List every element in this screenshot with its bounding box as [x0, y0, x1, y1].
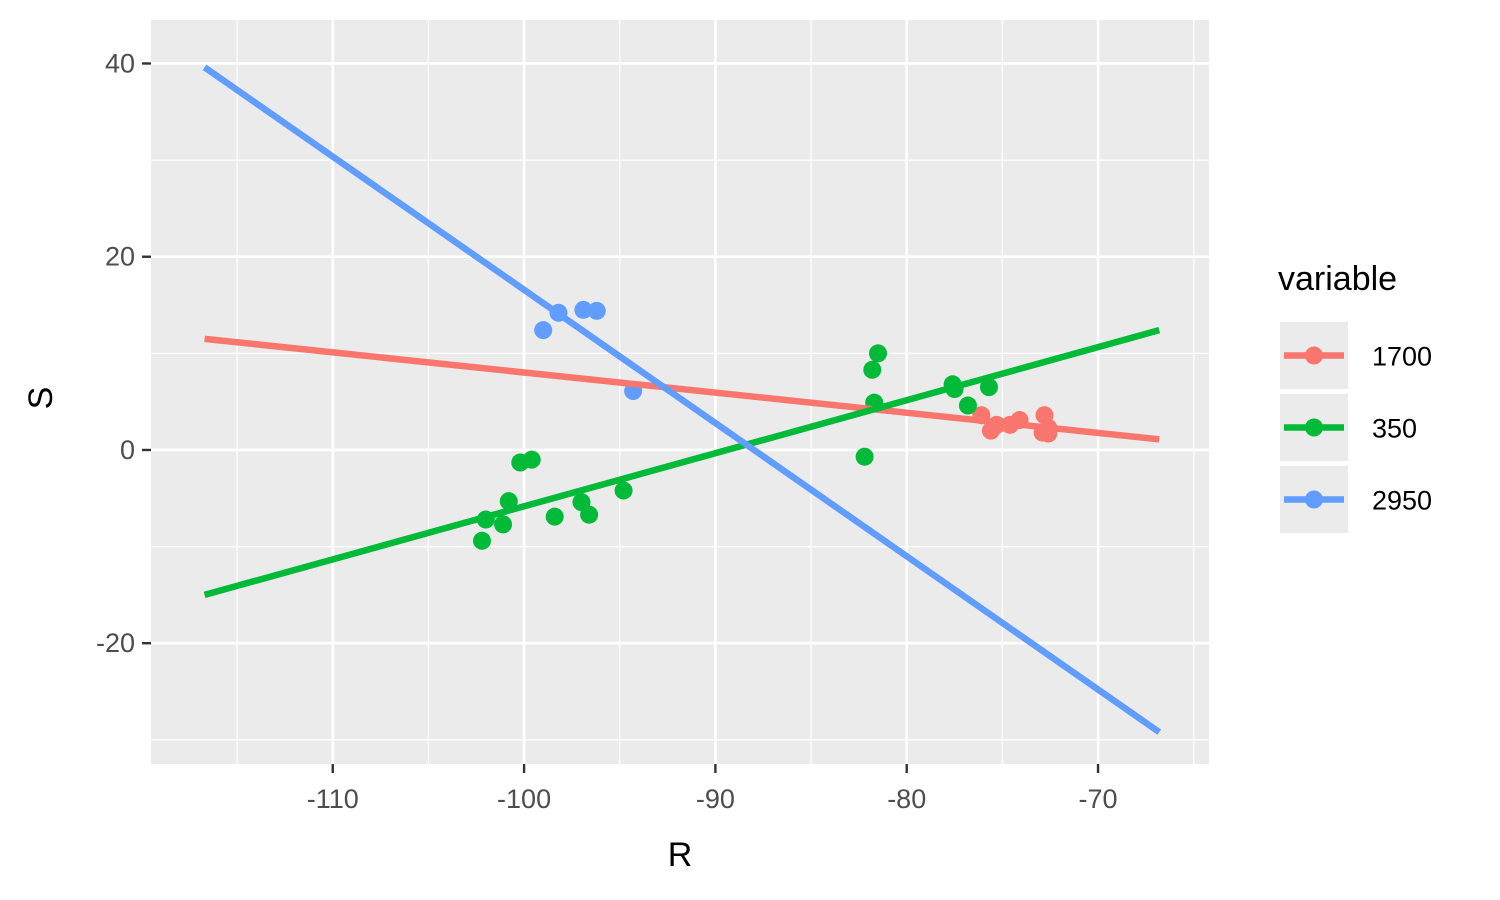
fit-line-1700 [204, 335, 1160, 443]
legend-key-point-1700 [1305, 346, 1323, 365]
x-axis: -110 -100 -90 -80 -70 [307, 764, 1118, 814]
legend-title: variable [1278, 260, 1397, 298]
major-grid [151, 20, 1209, 764]
y-tick-label: 20 [105, 242, 135, 272]
data-point-2950 [587, 301, 606, 320]
data-point-350 [545, 507, 564, 526]
legend-label-1700: 1700 [1372, 342, 1432, 372]
legend-key-point-2950 [1305, 490, 1323, 509]
data-point-350 [580, 505, 599, 524]
x-tick-label: -100 [497, 784, 551, 814]
data-point-2950 [534, 321, 553, 340]
y-tick-label: -20 [96, 628, 135, 658]
legend-label-2950: 2950 [1372, 486, 1432, 516]
legend-key-point-350 [1305, 418, 1323, 437]
y-axis: -20 0 20 40 [96, 48, 151, 658]
y-axis-title: S [22, 387, 60, 410]
y-tick-label: 0 [120, 435, 135, 465]
legend-label-350: 350 [1372, 414, 1417, 444]
data-point-350 [979, 378, 998, 397]
fit-line-2950 [202, 64, 1162, 735]
data-point-350 [499, 492, 518, 511]
data-point-350 [855, 447, 874, 466]
data-point-350 [869, 344, 888, 363]
x-tick-label: -80 [887, 784, 926, 814]
legend: variable 1700 350 2950 [1278, 260, 1432, 533]
data-point-350 [614, 481, 633, 500]
data-point-350 [958, 396, 977, 415]
data-point-350 [472, 531, 491, 550]
x-tick-label: -70 [1079, 784, 1118, 814]
x-axis-title: R [668, 836, 693, 874]
x-tick-label: -90 [696, 784, 735, 814]
data-point-2950 [574, 300, 593, 319]
data-point-350 [863, 360, 882, 379]
fit-lines [202, 64, 1162, 735]
fit-line-350 [203, 327, 1161, 599]
x-tick-label: -110 [307, 784, 359, 814]
y-tick-label: 40 [105, 48, 135, 78]
data-point-350 [494, 515, 513, 534]
data-point-350 [522, 450, 541, 469]
